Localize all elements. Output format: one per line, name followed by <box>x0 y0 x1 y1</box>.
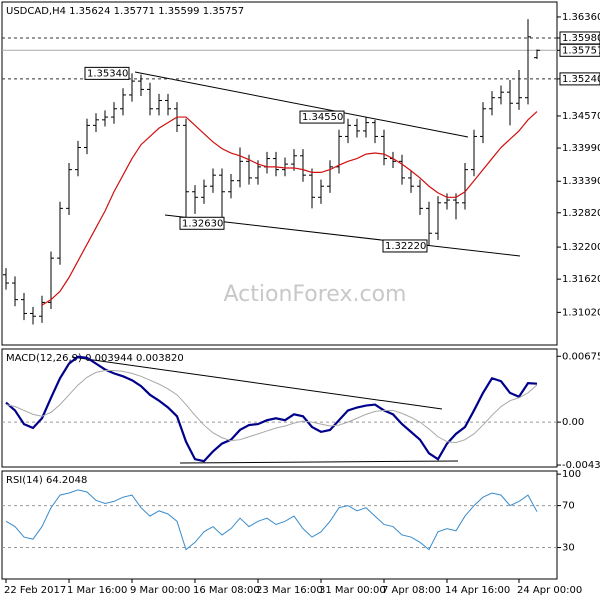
x-tick-label: 16 Mar 08:00 <box>193 585 260 596</box>
watermark: ActionForex.com <box>224 282 407 307</box>
annotation-label: 1.34550 <box>302 112 343 123</box>
annotation-box <box>84 66 130 80</box>
y-tick-label: 0.006754 <box>562 351 600 362</box>
y-tick-label: 1.35240 <box>562 74 600 85</box>
rsi-panel <box>1 470 558 580</box>
y-tick-label: 0.00 <box>562 417 584 428</box>
annotation-label: 1.32220 <box>385 241 426 252</box>
x-tick-label: 7 Apr 08:00 <box>382 585 441 596</box>
y-tick-label: 1.32200 <box>562 242 600 253</box>
panel-title: USDCAD,H4 1.35624 1.35771 1.35599 1.3575… <box>6 6 244 17</box>
y-tick-label: 1.36360 <box>562 12 600 23</box>
x-tick-label: 24 Apr 00:00 <box>517 585 582 596</box>
price-panel <box>1 1 558 346</box>
y-tick-label: 1.33390 <box>562 176 600 187</box>
annotation-label: 1.35340 <box>87 68 128 79</box>
indicator-line <box>5 369 538 444</box>
y-tick-label: 1.31620 <box>562 274 600 285</box>
y-tick-label: 1.35757 <box>562 45 600 56</box>
x-tick-label: 9 Mar 00:00 <box>130 585 190 596</box>
trend-line <box>134 71 469 138</box>
y-tick-label: -0.004399 <box>562 460 600 471</box>
x-tick-label: 23 Mar 16:00 <box>256 585 323 596</box>
panel-title: RSI(14) 64.2048 <box>6 475 87 486</box>
y-tick-label: 1.32820 <box>562 208 600 219</box>
macd-panel <box>1 348 558 468</box>
y-tick-label: 30 <box>562 543 575 554</box>
annotation-box <box>299 110 345 124</box>
panel-title: MACD(12,26,9) 0.003944 0.003820 <box>6 353 184 364</box>
trend-line <box>179 460 459 464</box>
y-tick-label: 100 <box>562 469 581 480</box>
tick-box <box>559 43 600 57</box>
y-tick-label: 1.33990 <box>562 143 600 154</box>
y-tick-label: 1.31020 <box>562 307 600 318</box>
annotation-label: 1.32630 <box>182 218 223 229</box>
indicator-line <box>5 489 538 551</box>
x-tick-label: 14 Apr 16:00 <box>445 585 510 596</box>
trend-line <box>71 356 443 410</box>
x-tick-label: 1 Mar 16:00 <box>67 585 127 596</box>
y-tick-label: 70 <box>562 501 575 512</box>
x-tick-label: 31 Mar 00:00 <box>319 585 386 596</box>
annotation-box <box>179 216 225 230</box>
y-tick-label: 1.34570 <box>562 111 600 122</box>
indicator-line <box>5 355 538 463</box>
annotation-box <box>382 239 428 253</box>
tick-box <box>559 72 600 86</box>
moving-average <box>41 111 538 306</box>
y-tick-label: 1.35980 <box>562 33 600 44</box>
x-tick-label: 22 Feb 2017 <box>4 585 66 596</box>
